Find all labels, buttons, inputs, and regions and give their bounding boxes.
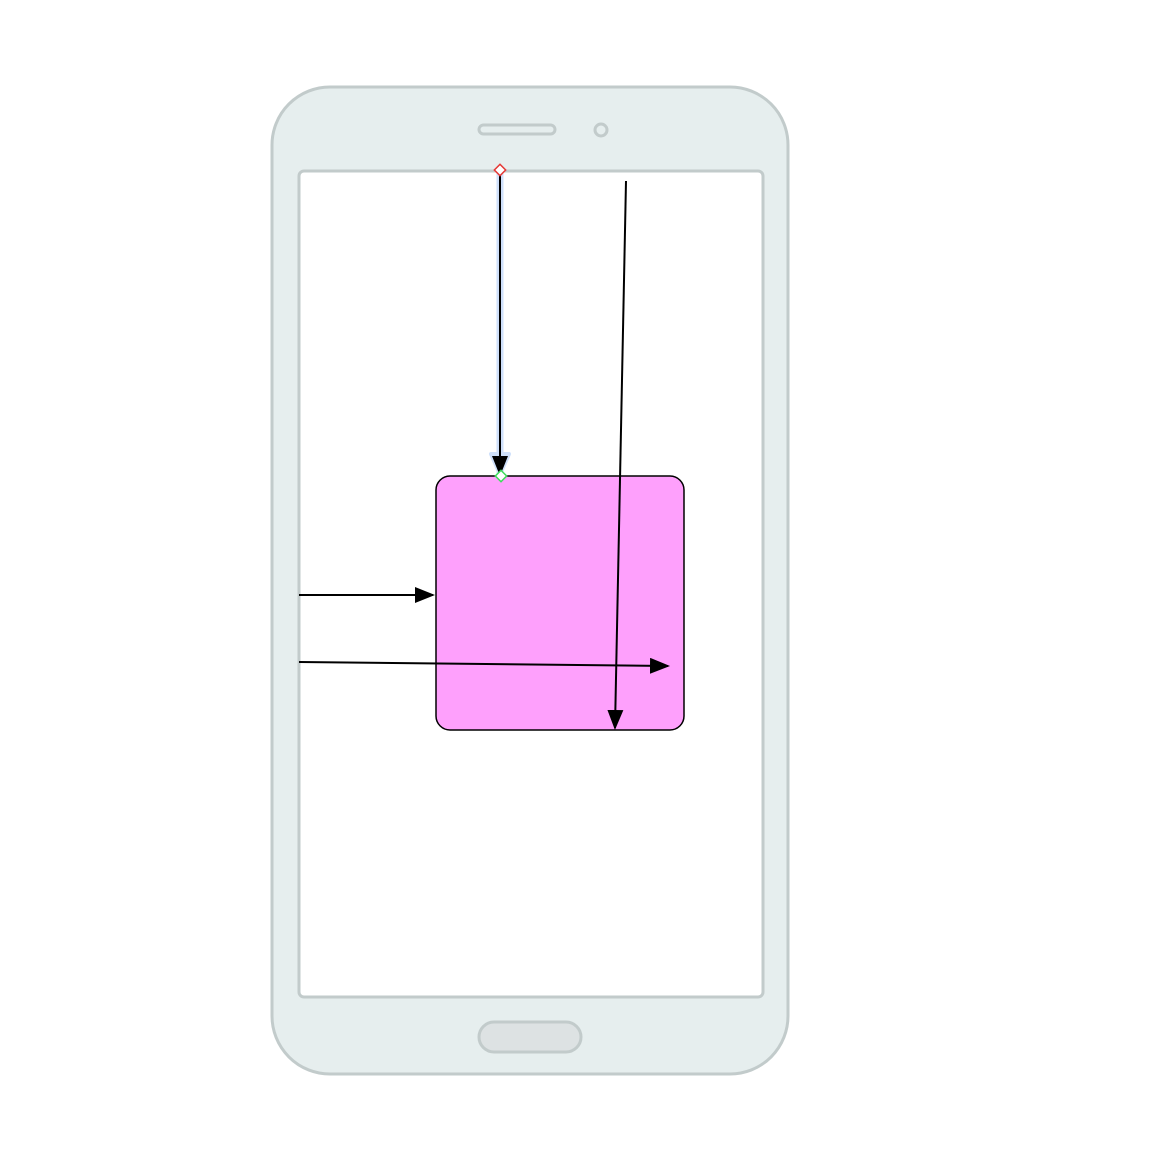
left-across-block-connector[interactable] bbox=[298, 657, 670, 674]
phone-camera bbox=[593, 122, 609, 138]
long-vertical-connector[interactable] bbox=[607, 180, 627, 730]
pink-block[interactable] bbox=[435, 475, 685, 731]
selected-vertical-connector[interactable] bbox=[489, 163, 511, 483]
phone-home-button bbox=[477, 1020, 583, 1054]
phone-speaker bbox=[477, 123, 557, 136]
connector-source-handle[interactable] bbox=[493, 163, 507, 177]
connector-target-handle[interactable] bbox=[494, 469, 508, 483]
